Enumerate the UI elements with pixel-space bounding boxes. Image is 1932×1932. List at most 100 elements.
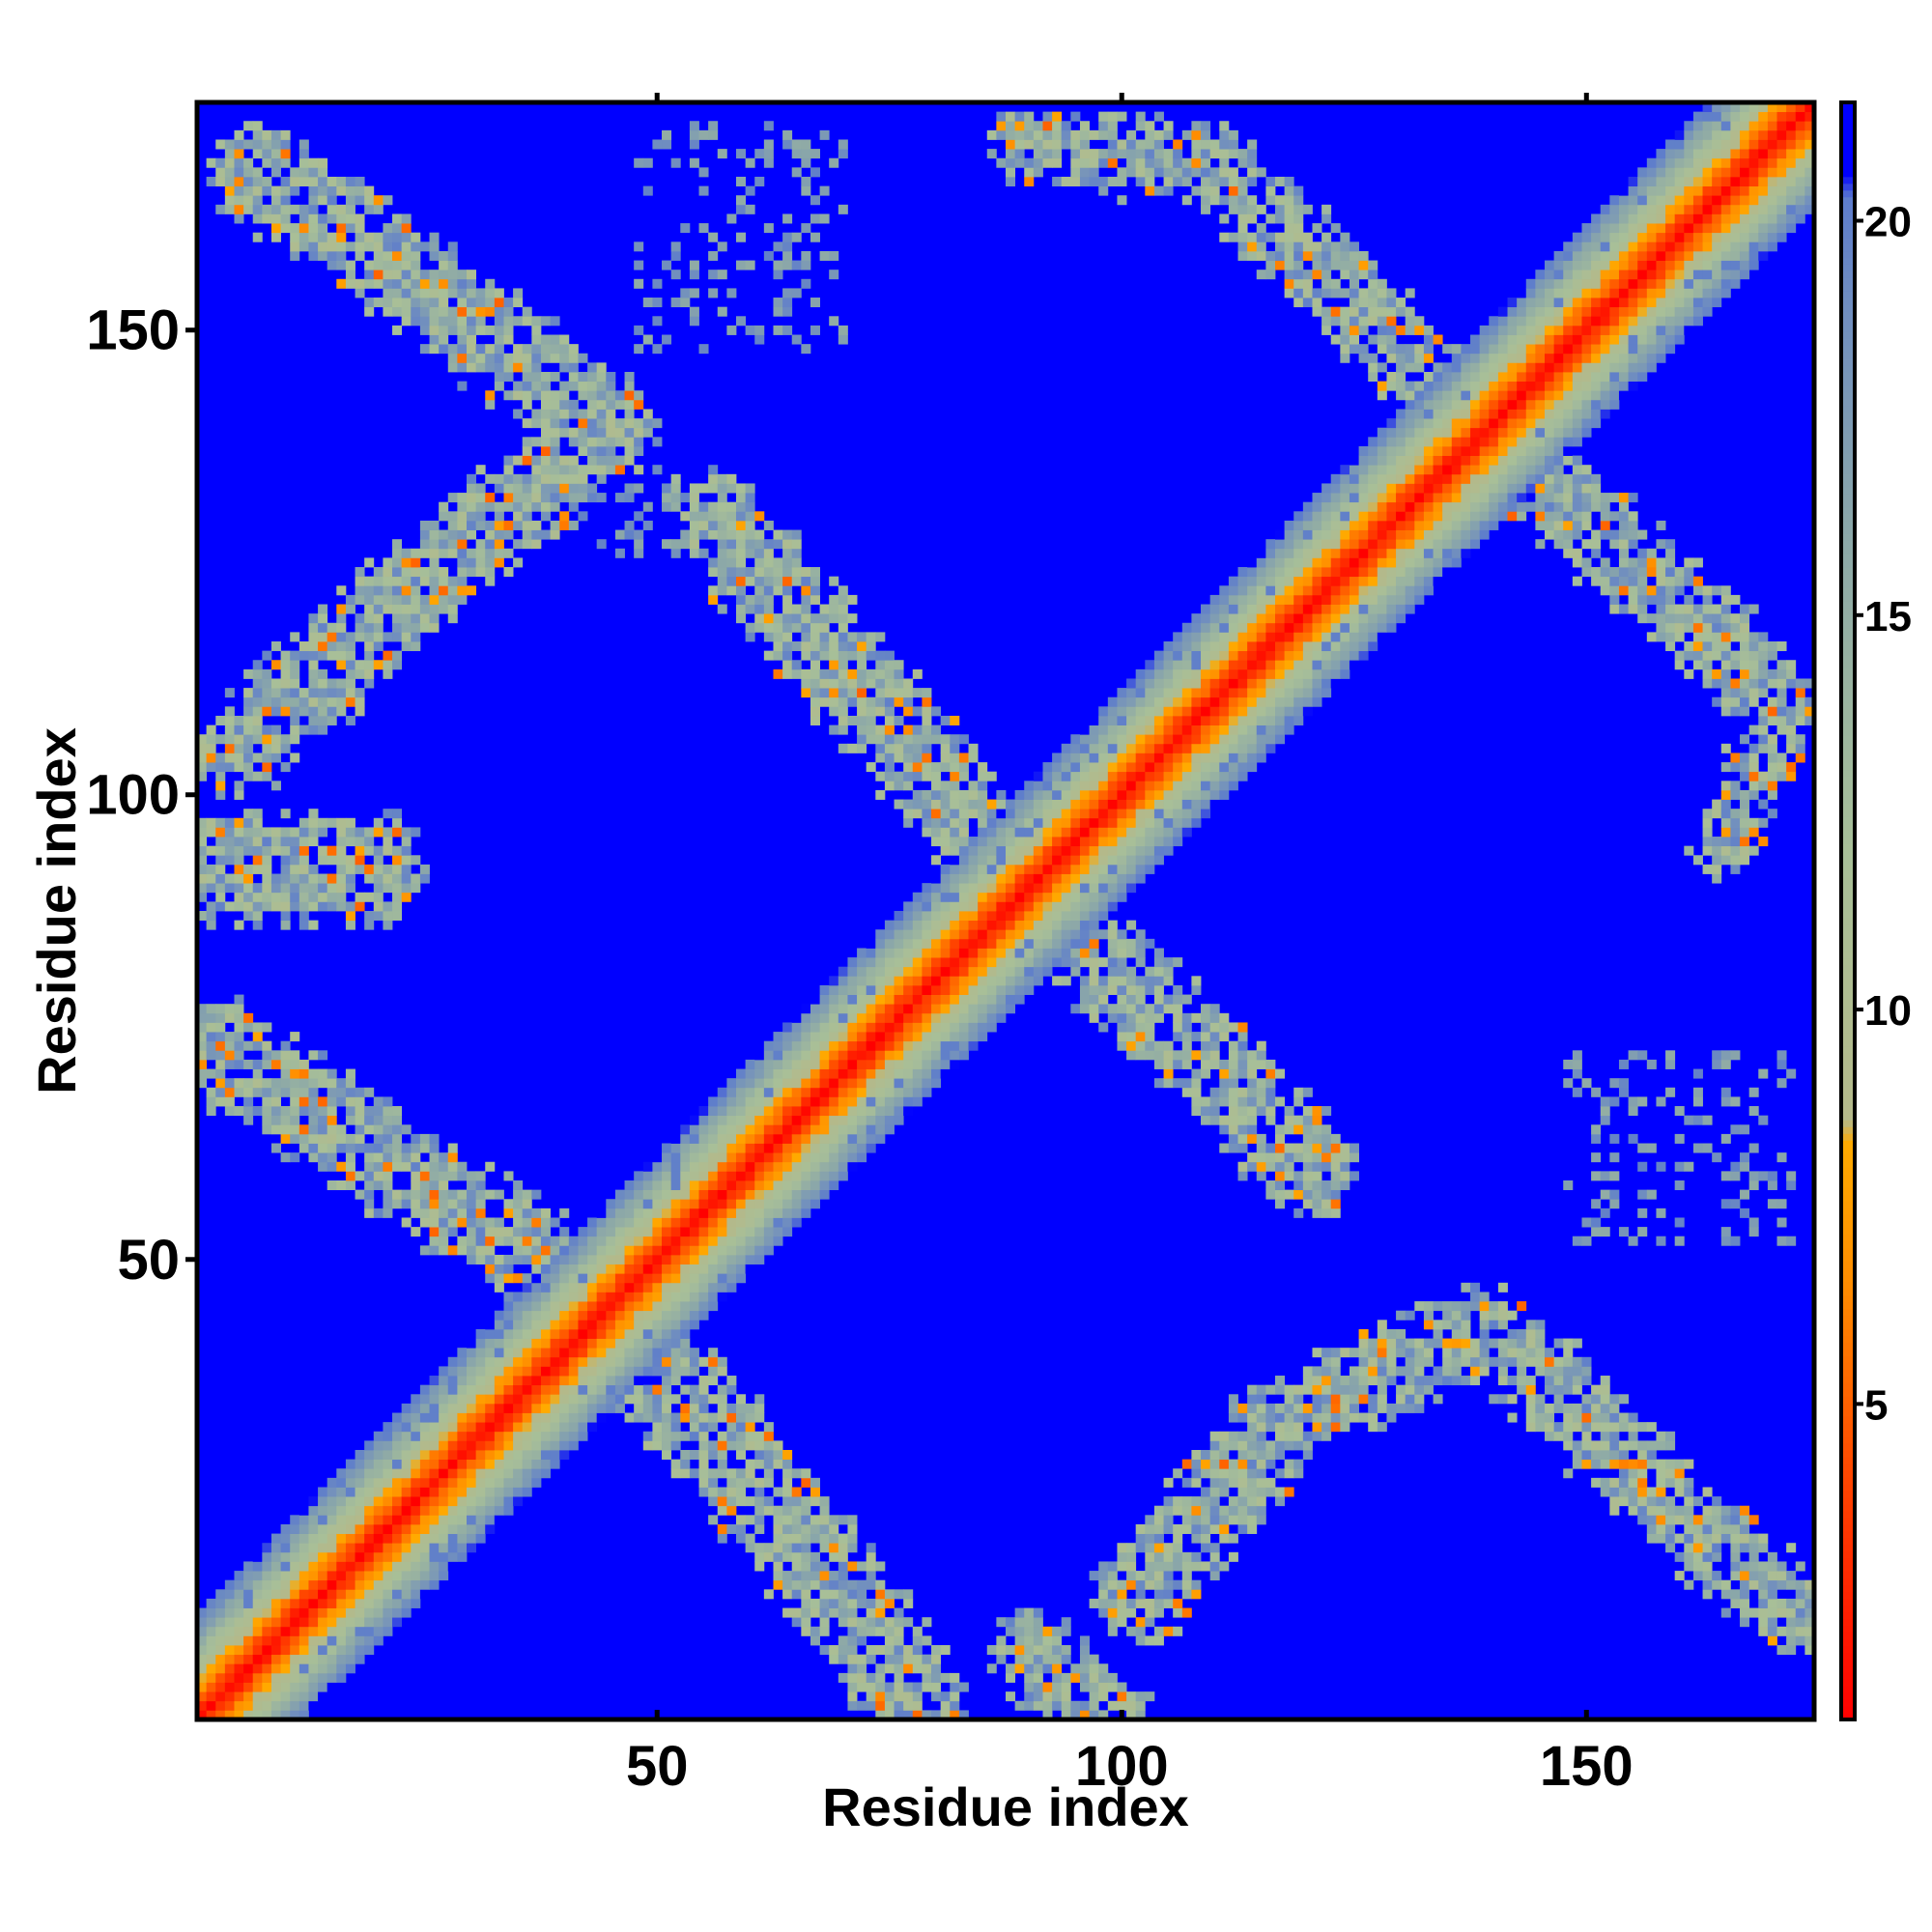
heatmap-cell <box>234 724 244 735</box>
heatmap-cell <box>587 1403 598 1413</box>
heatmap-cell <box>215 892 226 902</box>
heatmap-cell <box>801 1468 811 1479</box>
heatmap-cell <box>1098 1672 1109 1683</box>
heatmap-cell <box>736 195 747 206</box>
heatmap-cell <box>1024 892 1035 902</box>
heatmap-cell <box>912 753 923 763</box>
heatmap-cell <box>940 920 951 930</box>
heatmap-cell <box>355 1450 365 1461</box>
heatmap-cell <box>968 837 979 847</box>
heatmap-cell <box>829 1180 839 1191</box>
heatmap-cell <box>234 789 244 800</box>
heatmap-cell <box>634 1171 644 1181</box>
heatmap-cell <box>467 511 477 522</box>
heatmap-cell <box>494 1254 504 1264</box>
heatmap-cell <box>270 827 281 838</box>
heatmap-cell <box>819 632 830 642</box>
heatmap-cell <box>531 1356 542 1367</box>
heatmap-cell <box>1098 715 1109 725</box>
heatmap-cell <box>596 455 607 466</box>
heatmap-cell <box>717 1450 727 1461</box>
heatmap-cell <box>224 167 235 178</box>
heatmap-cell <box>298 845 309 856</box>
heatmap-cell <box>958 994 969 1005</box>
heatmap-cell <box>1089 1004 1099 1014</box>
heatmap-cell <box>215 1672 226 1683</box>
heatmap-cell <box>503 1328 514 1339</box>
heatmap-cell <box>884 1635 895 1646</box>
heatmap-cell <box>336 250 347 261</box>
heatmap-cell <box>234 1682 244 1692</box>
heatmap-cell <box>392 1143 403 1153</box>
heatmap-cell <box>782 660 793 670</box>
heatmap-cell <box>819 1004 830 1014</box>
heatmap-cell <box>614 1403 625 1413</box>
heatmap-cell <box>224 1635 235 1646</box>
heatmap-cell <box>447 1477 458 1488</box>
heatmap-cell <box>550 455 560 466</box>
heatmap-cell <box>439 567 449 578</box>
heatmap-cell <box>364 557 375 568</box>
heatmap-cell <box>903 1059 914 1069</box>
heatmap-cell <box>866 724 876 735</box>
heatmap-cell <box>782 604 793 614</box>
heatmap-cell <box>875 1561 886 1572</box>
heatmap-cell <box>950 994 960 1005</box>
heatmap-cell <box>475 1348 486 1358</box>
heatmap-cell <box>513 1301 524 1312</box>
heatmap-cell <box>950 799 960 810</box>
heatmap-cell <box>475 1487 486 1497</box>
heatmap-cell <box>383 260 393 270</box>
heatmap-cell <box>447 1189 458 1200</box>
heatmap-cell <box>252 213 263 224</box>
heatmap-cell <box>819 994 830 1005</box>
heatmap-cell <box>224 837 235 847</box>
heatmap-cell <box>485 1394 496 1405</box>
heatmap-cell <box>392 1487 403 1497</box>
heatmap-cell <box>345 1645 355 1656</box>
heatmap-cell <box>513 473 524 484</box>
heatmap-cell <box>968 1032 979 1042</box>
heatmap-cell <box>308 622 319 633</box>
heatmap-cell <box>662 139 672 150</box>
heatmap-cell <box>280 1551 291 1562</box>
heatmap-cell <box>838 1096 848 1107</box>
heatmap-cell <box>503 493 514 503</box>
heatmap-cell <box>698 1106 709 1117</box>
heatmap-cell <box>364 585 375 596</box>
heatmap-cell <box>866 1700 876 1711</box>
heatmap-cell <box>318 1691 328 1702</box>
heatmap-cell <box>401 594 412 605</box>
heatmap-cell <box>280 855 291 866</box>
heatmap-cell <box>894 1645 904 1656</box>
heatmap-cell <box>1070 1004 1081 1014</box>
heatmap-cell <box>1117 743 1127 753</box>
heatmap-cell <box>670 548 681 558</box>
heatmap-cell <box>1024 1626 1035 1636</box>
heatmap-cell <box>252 724 263 735</box>
heatmap-cell <box>847 1523 858 1534</box>
heatmap-cell <box>522 1412 532 1423</box>
heatmap-cell <box>513 1394 524 1405</box>
heatmap-cell <box>392 242 403 252</box>
heatmap-cell <box>922 911 932 922</box>
heatmap-cell <box>234 213 244 224</box>
heatmap-cell <box>411 1523 421 1534</box>
heatmap-cell <box>884 1022 895 1033</box>
heatmap-cell <box>922 1078 932 1089</box>
heatmap-cell <box>773 1050 783 1061</box>
heatmap-cell <box>485 1273 496 1284</box>
heatmap-cell <box>810 167 820 178</box>
heatmap-cell <box>986 864 997 874</box>
heatmap-cell <box>1107 781 1118 791</box>
heatmap-cell <box>680 1328 691 1339</box>
heatmap-cell <box>791 1551 802 1562</box>
heatmap-cell <box>550 427 560 438</box>
heatmap-cell <box>596 437 607 447</box>
heatmap-cell <box>698 1199 709 1209</box>
heatmap-cell <box>801 1598 811 1608</box>
heatmap-cell <box>958 1710 969 1719</box>
heatmap-cell <box>838 1533 848 1544</box>
heatmap-cell <box>234 157 244 168</box>
heatmap-cell <box>503 1199 514 1209</box>
